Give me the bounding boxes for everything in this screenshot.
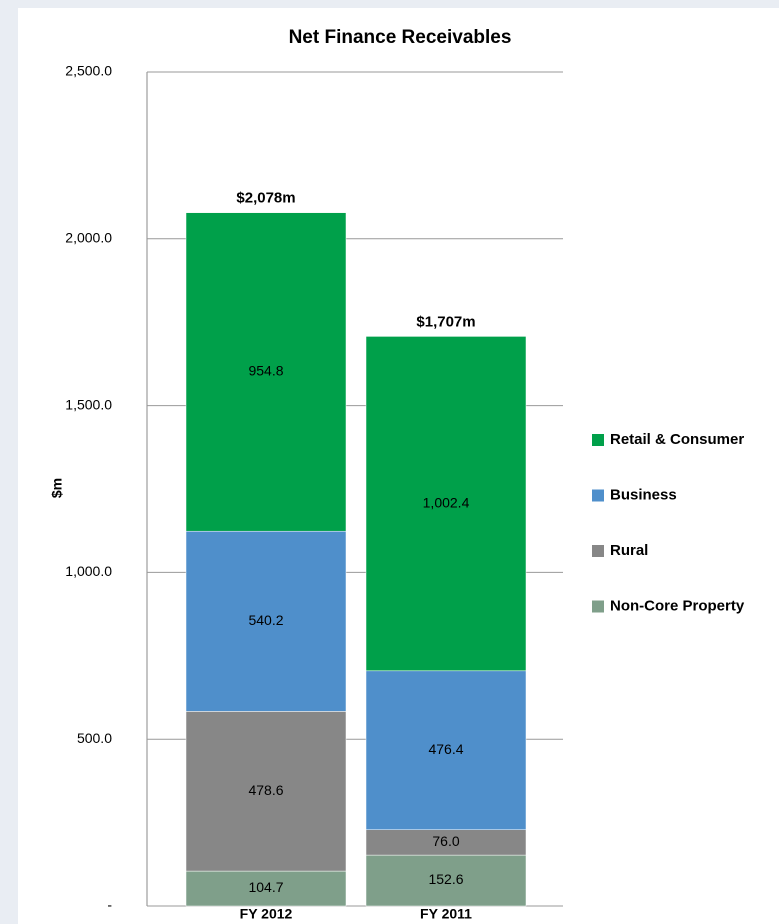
y-tick-label: 2,500.0 xyxy=(65,63,112,79)
bar-segment xyxy=(365,829,527,856)
legend-label: Non-Core Property xyxy=(610,597,745,614)
value-label: 476.4 xyxy=(428,741,463,757)
y-tick-label: 1,500.0 xyxy=(65,396,112,412)
value-label: 152.6 xyxy=(428,871,463,887)
bar-segment xyxy=(365,336,527,672)
total-label: $1,707m xyxy=(416,314,475,331)
total-label: $2,078m xyxy=(236,190,295,207)
legend-swatch xyxy=(592,489,604,502)
chart-title: Net Finance Receivables xyxy=(289,27,512,48)
legend-label: Rural xyxy=(610,542,648,559)
legend-swatch xyxy=(592,600,604,613)
bar-segment xyxy=(365,854,527,907)
legend-swatch xyxy=(592,434,604,446)
x-tick-label: FY 2012 xyxy=(240,906,293,922)
bar-segment xyxy=(185,711,347,872)
value-label: 954.8 xyxy=(248,363,283,379)
value-label: 104.7 xyxy=(248,879,283,895)
y-tick-label: 1,000.0 xyxy=(65,563,112,579)
bar-segment xyxy=(365,670,527,830)
value-label: 540.2 xyxy=(248,612,283,628)
value-label: 76.0 xyxy=(432,833,459,849)
y-axis-label: $m xyxy=(49,478,65,498)
legend-swatch xyxy=(592,545,604,557)
bar-segment xyxy=(185,212,347,532)
legend-label: Business xyxy=(610,486,677,503)
x-tick-label: FY 2011 xyxy=(420,906,472,922)
value-label: 1,002.4 xyxy=(423,494,470,510)
y-tick-label: 2,000.0 xyxy=(65,230,112,246)
y-tick-label: - xyxy=(107,897,112,913)
y-tick-label: 500.0 xyxy=(77,730,112,746)
value-label: 478.6 xyxy=(248,782,283,798)
bar-segment xyxy=(185,530,347,712)
legend-label: Retail & Consumer xyxy=(610,431,744,448)
